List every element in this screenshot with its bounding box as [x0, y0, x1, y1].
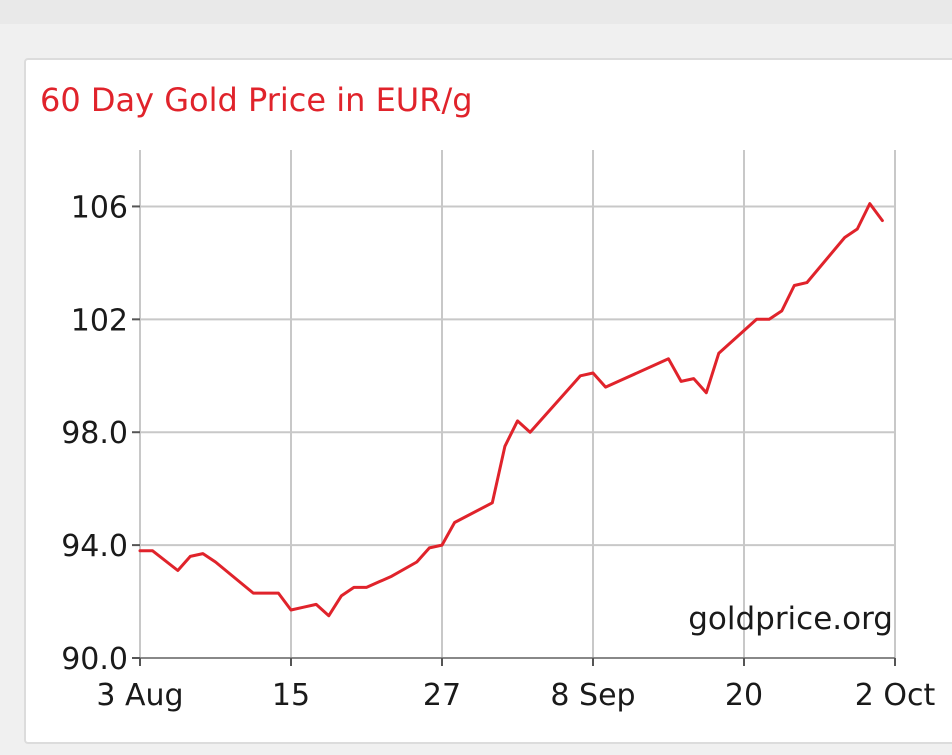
chart-title: 60 Day Gold Price in EUR/g — [40, 81, 473, 119]
price-line — [138, 202, 884, 618]
y-tick-label: 106 — [71, 190, 128, 225]
y-tick-label: 102 — [71, 303, 128, 338]
y-axis: 106 102 98.0 94.0 90.0 — [61, 190, 140, 677]
x-tick-label: 2 Oct — [855, 678, 936, 713]
watermark: goldprice.org — [688, 601, 893, 637]
y-tick-label: 94.0 — [61, 529, 128, 564]
grid — [139, 150, 896, 659]
x-tick-label: 27 — [423, 678, 461, 713]
x-tick-label: 20 — [725, 678, 763, 713]
chart-panel — [24, 58, 952, 744]
y-tick-label: 90.0 — [61, 642, 128, 677]
y-tick-label: 98.0 — [61, 416, 128, 451]
x-tick-label: 3 Aug — [96, 678, 183, 713]
x-tick-label: 15 — [272, 678, 310, 713]
top-strip — [0, 0, 952, 24]
x-axis: 3 Aug 15 27 8 Sep 20 2 Oct — [96, 658, 935, 713]
x-tick-label: 8 Sep — [550, 678, 635, 713]
